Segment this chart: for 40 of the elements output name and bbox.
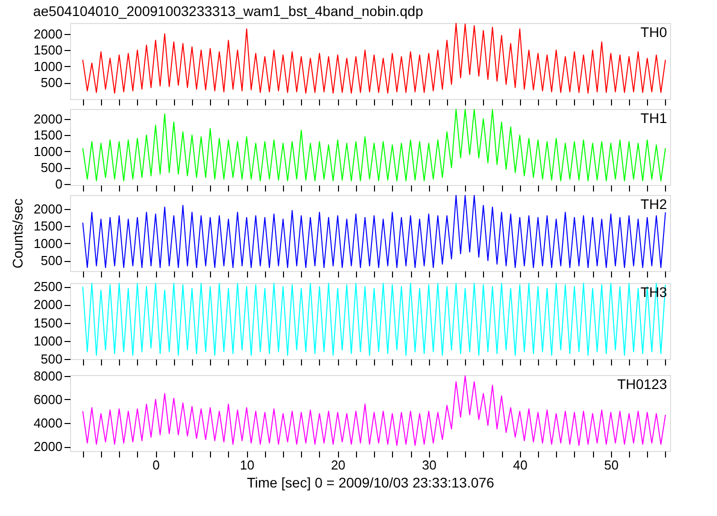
x-tick-label: 10 bbox=[240, 458, 254, 472]
y-tick-label: 2000 bbox=[34, 111, 62, 126]
x-tick-label: 0 bbox=[152, 458, 160, 472]
y-tick-label: 1500 bbox=[34, 128, 62, 143]
series-label: TH2 bbox=[640, 196, 668, 212]
line-series bbox=[82, 283, 666, 356]
y-tick-label: 1000 bbox=[34, 144, 62, 159]
series-label: TH0 bbox=[640, 24, 668, 40]
y-tick-label: 2000 bbox=[34, 26, 62, 42]
y-axis-title: Counts/sec bbox=[10, 198, 26, 269]
y-tick-label: 2000 bbox=[34, 439, 62, 454]
y-tick-label: 1500 bbox=[34, 42, 62, 58]
x-tick-label: 50 bbox=[604, 458, 619, 472]
line-series bbox=[82, 23, 666, 94]
y-tick-label: 2000 bbox=[34, 201, 62, 216]
y-tick-label: 500 bbox=[40, 352, 62, 366]
y-tick-label: 1500 bbox=[34, 315, 62, 330]
y-tick-label: 500 bbox=[40, 75, 62, 90]
line-series bbox=[82, 109, 666, 182]
y-tick-label: 8000 bbox=[34, 368, 62, 384]
y-tick-label: 4000 bbox=[34, 416, 62, 431]
y-tick-label: 2500 bbox=[34, 279, 62, 294]
y-tick-label: 6000 bbox=[34, 392, 62, 407]
y-tick-label: 2000 bbox=[34, 297, 62, 312]
x-axis-title: Time [sec] 0 = 2009/10/03 23:33:13.076 bbox=[246, 474, 494, 490]
y-tick-label: 500 bbox=[40, 160, 62, 176]
y-tick-label: 1000 bbox=[34, 58, 62, 74]
y-tick-label: 500 bbox=[40, 253, 62, 268]
x-tick-label: 20 bbox=[330, 458, 346, 472]
y-tick-label: 1000 bbox=[34, 236, 62, 251]
y-tick-label: 1000 bbox=[34, 333, 62, 348]
x-tick-label: 40 bbox=[513, 458, 528, 472]
series-label: TH0123 bbox=[617, 376, 668, 392]
x-tick-label: 30 bbox=[422, 458, 436, 472]
chart-title: ae504104010_20091003233313_wam1_bst_4band_nobin.qdp bbox=[33, 3, 424, 19]
series-label: TH1 bbox=[640, 110, 668, 126]
y-tick-label: 1500 bbox=[34, 218, 62, 234]
line-series bbox=[82, 375, 666, 446]
line-series bbox=[82, 195, 666, 268]
y-tick-label: 0 bbox=[55, 176, 62, 192]
